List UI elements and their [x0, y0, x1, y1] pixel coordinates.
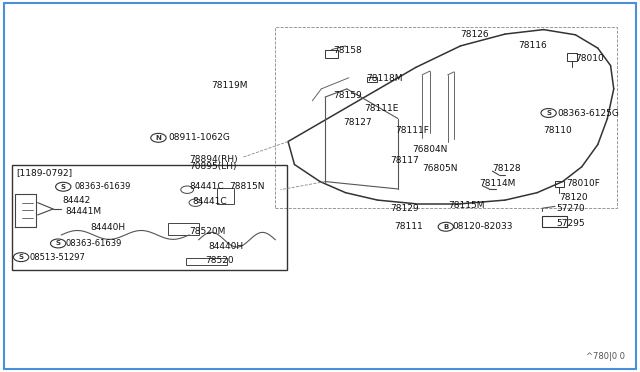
Text: 78159: 78159 — [333, 91, 362, 100]
Text: 84441M: 84441M — [66, 207, 102, 216]
Text: 08363-6125G: 08363-6125G — [557, 109, 620, 118]
Text: 76804N: 76804N — [413, 145, 448, 154]
Text: 78117: 78117 — [390, 156, 419, 165]
Text: 84441C: 84441C — [192, 197, 227, 206]
Text: 70895(LH): 70895(LH) — [189, 162, 237, 171]
Text: 78894(RH): 78894(RH) — [189, 155, 237, 164]
Bar — [186, 258, 227, 265]
Bar — [216, 188, 234, 204]
Text: 78111: 78111 — [395, 221, 424, 231]
Text: 78158: 78158 — [333, 46, 362, 55]
Text: S: S — [19, 254, 24, 260]
Text: 78114M: 78114M — [479, 179, 516, 187]
Text: [1189-0792]: [1189-0792] — [17, 169, 73, 177]
Text: 78118M: 78118M — [366, 74, 403, 83]
Text: 78115M: 78115M — [448, 201, 484, 210]
Text: ^780|0 0: ^780|0 0 — [586, 352, 625, 361]
Text: S: S — [56, 240, 61, 246]
Text: 78129: 78129 — [390, 205, 419, 214]
Text: 78116: 78116 — [518, 41, 547, 50]
Bar — [12, 165, 287, 270]
Text: 57270: 57270 — [556, 204, 585, 213]
Text: 78126: 78126 — [461, 29, 489, 39]
Text: 08911-1062G: 08911-1062G — [168, 133, 230, 142]
Text: 84440H: 84440H — [90, 223, 125, 232]
Text: 78111E: 78111E — [365, 104, 399, 113]
Text: 78120: 78120 — [559, 193, 588, 202]
Text: 08513-51297: 08513-51297 — [29, 253, 85, 262]
Text: 78127: 78127 — [344, 118, 372, 127]
Text: 78815N: 78815N — [229, 182, 265, 191]
Text: 78010: 78010 — [575, 54, 604, 62]
Text: 78119M: 78119M — [211, 81, 248, 90]
Text: 78520: 78520 — [205, 256, 234, 265]
Text: S: S — [61, 184, 66, 190]
Text: 76805N: 76805N — [422, 164, 458, 173]
Text: 84442: 84442 — [63, 196, 91, 205]
Text: 08363-61639: 08363-61639 — [66, 239, 122, 248]
Text: S: S — [546, 110, 551, 116]
Text: 08363-61639: 08363-61639 — [74, 182, 131, 191]
Bar — [275, 27, 617, 208]
Bar — [541, 217, 567, 227]
Text: 08120-82033: 08120-82033 — [453, 222, 513, 231]
Text: B: B — [443, 224, 449, 230]
Text: 78010F: 78010F — [566, 179, 600, 187]
Text: 84440H: 84440H — [208, 241, 243, 250]
Text: 78110: 78110 — [543, 126, 572, 135]
Bar — [168, 223, 198, 235]
Text: 78111F: 78111F — [396, 126, 429, 135]
Text: 84441C: 84441C — [189, 182, 224, 191]
Text: N: N — [156, 135, 161, 141]
Text: 57295: 57295 — [556, 219, 585, 228]
Text: 78128: 78128 — [492, 164, 521, 173]
Text: 78520M: 78520M — [189, 227, 225, 236]
